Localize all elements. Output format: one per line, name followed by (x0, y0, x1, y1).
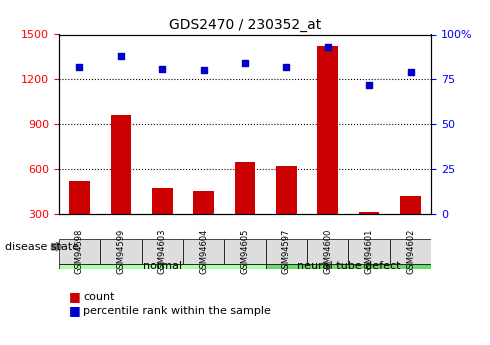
Point (282, 64, 290, 70)
Bar (359, 213, 379, 214)
Point (365, 82, 373, 88)
Bar (276, 166, 297, 214)
Bar (400, 196, 421, 214)
Text: ■: ■ (69, 290, 80, 303)
Text: disease state: disease state (5, 242, 79, 252)
FancyBboxPatch shape (59, 239, 100, 264)
Point (200, 68, 208, 73)
FancyBboxPatch shape (390, 239, 431, 264)
FancyBboxPatch shape (59, 264, 266, 269)
FancyBboxPatch shape (348, 239, 390, 264)
Text: GSM94602: GSM94602 (406, 228, 415, 274)
Text: GSM94600: GSM94600 (323, 228, 332, 274)
Text: GSM94597: GSM94597 (282, 228, 291, 274)
Text: ■: ■ (69, 304, 80, 317)
Point (158, 66, 166, 71)
Text: GSM94603: GSM94603 (158, 228, 167, 274)
Text: GSM94598: GSM94598 (75, 228, 84, 274)
Bar (318, 47, 338, 214)
FancyBboxPatch shape (142, 239, 183, 264)
Text: neural tube defect: neural tube defect (296, 262, 400, 271)
Point (117, 53, 125, 59)
FancyArrow shape (51, 242, 62, 251)
Text: normal: normal (143, 262, 182, 271)
Text: GSM94605: GSM94605 (241, 228, 249, 274)
Text: percentile rank within the sample: percentile rank within the sample (83, 306, 271, 315)
Point (324, 44, 332, 50)
Text: GSM94604: GSM94604 (199, 228, 208, 274)
Bar (193, 191, 214, 214)
FancyBboxPatch shape (266, 239, 307, 264)
Bar (152, 188, 172, 214)
Point (241, 60, 249, 66)
FancyBboxPatch shape (100, 239, 142, 264)
Text: GSM94601: GSM94601 (365, 228, 374, 274)
Bar (69, 181, 90, 214)
Point (407, 69, 415, 75)
FancyBboxPatch shape (224, 239, 266, 264)
FancyBboxPatch shape (266, 264, 431, 269)
Title: GDS2470 / 230352_at: GDS2470 / 230352_at (169, 18, 321, 32)
Point (75, 64, 83, 70)
Bar (235, 161, 255, 214)
FancyBboxPatch shape (307, 239, 348, 264)
Bar (111, 115, 131, 214)
Text: GSM94599: GSM94599 (116, 228, 125, 274)
FancyBboxPatch shape (183, 239, 224, 264)
Text: count: count (83, 292, 115, 302)
